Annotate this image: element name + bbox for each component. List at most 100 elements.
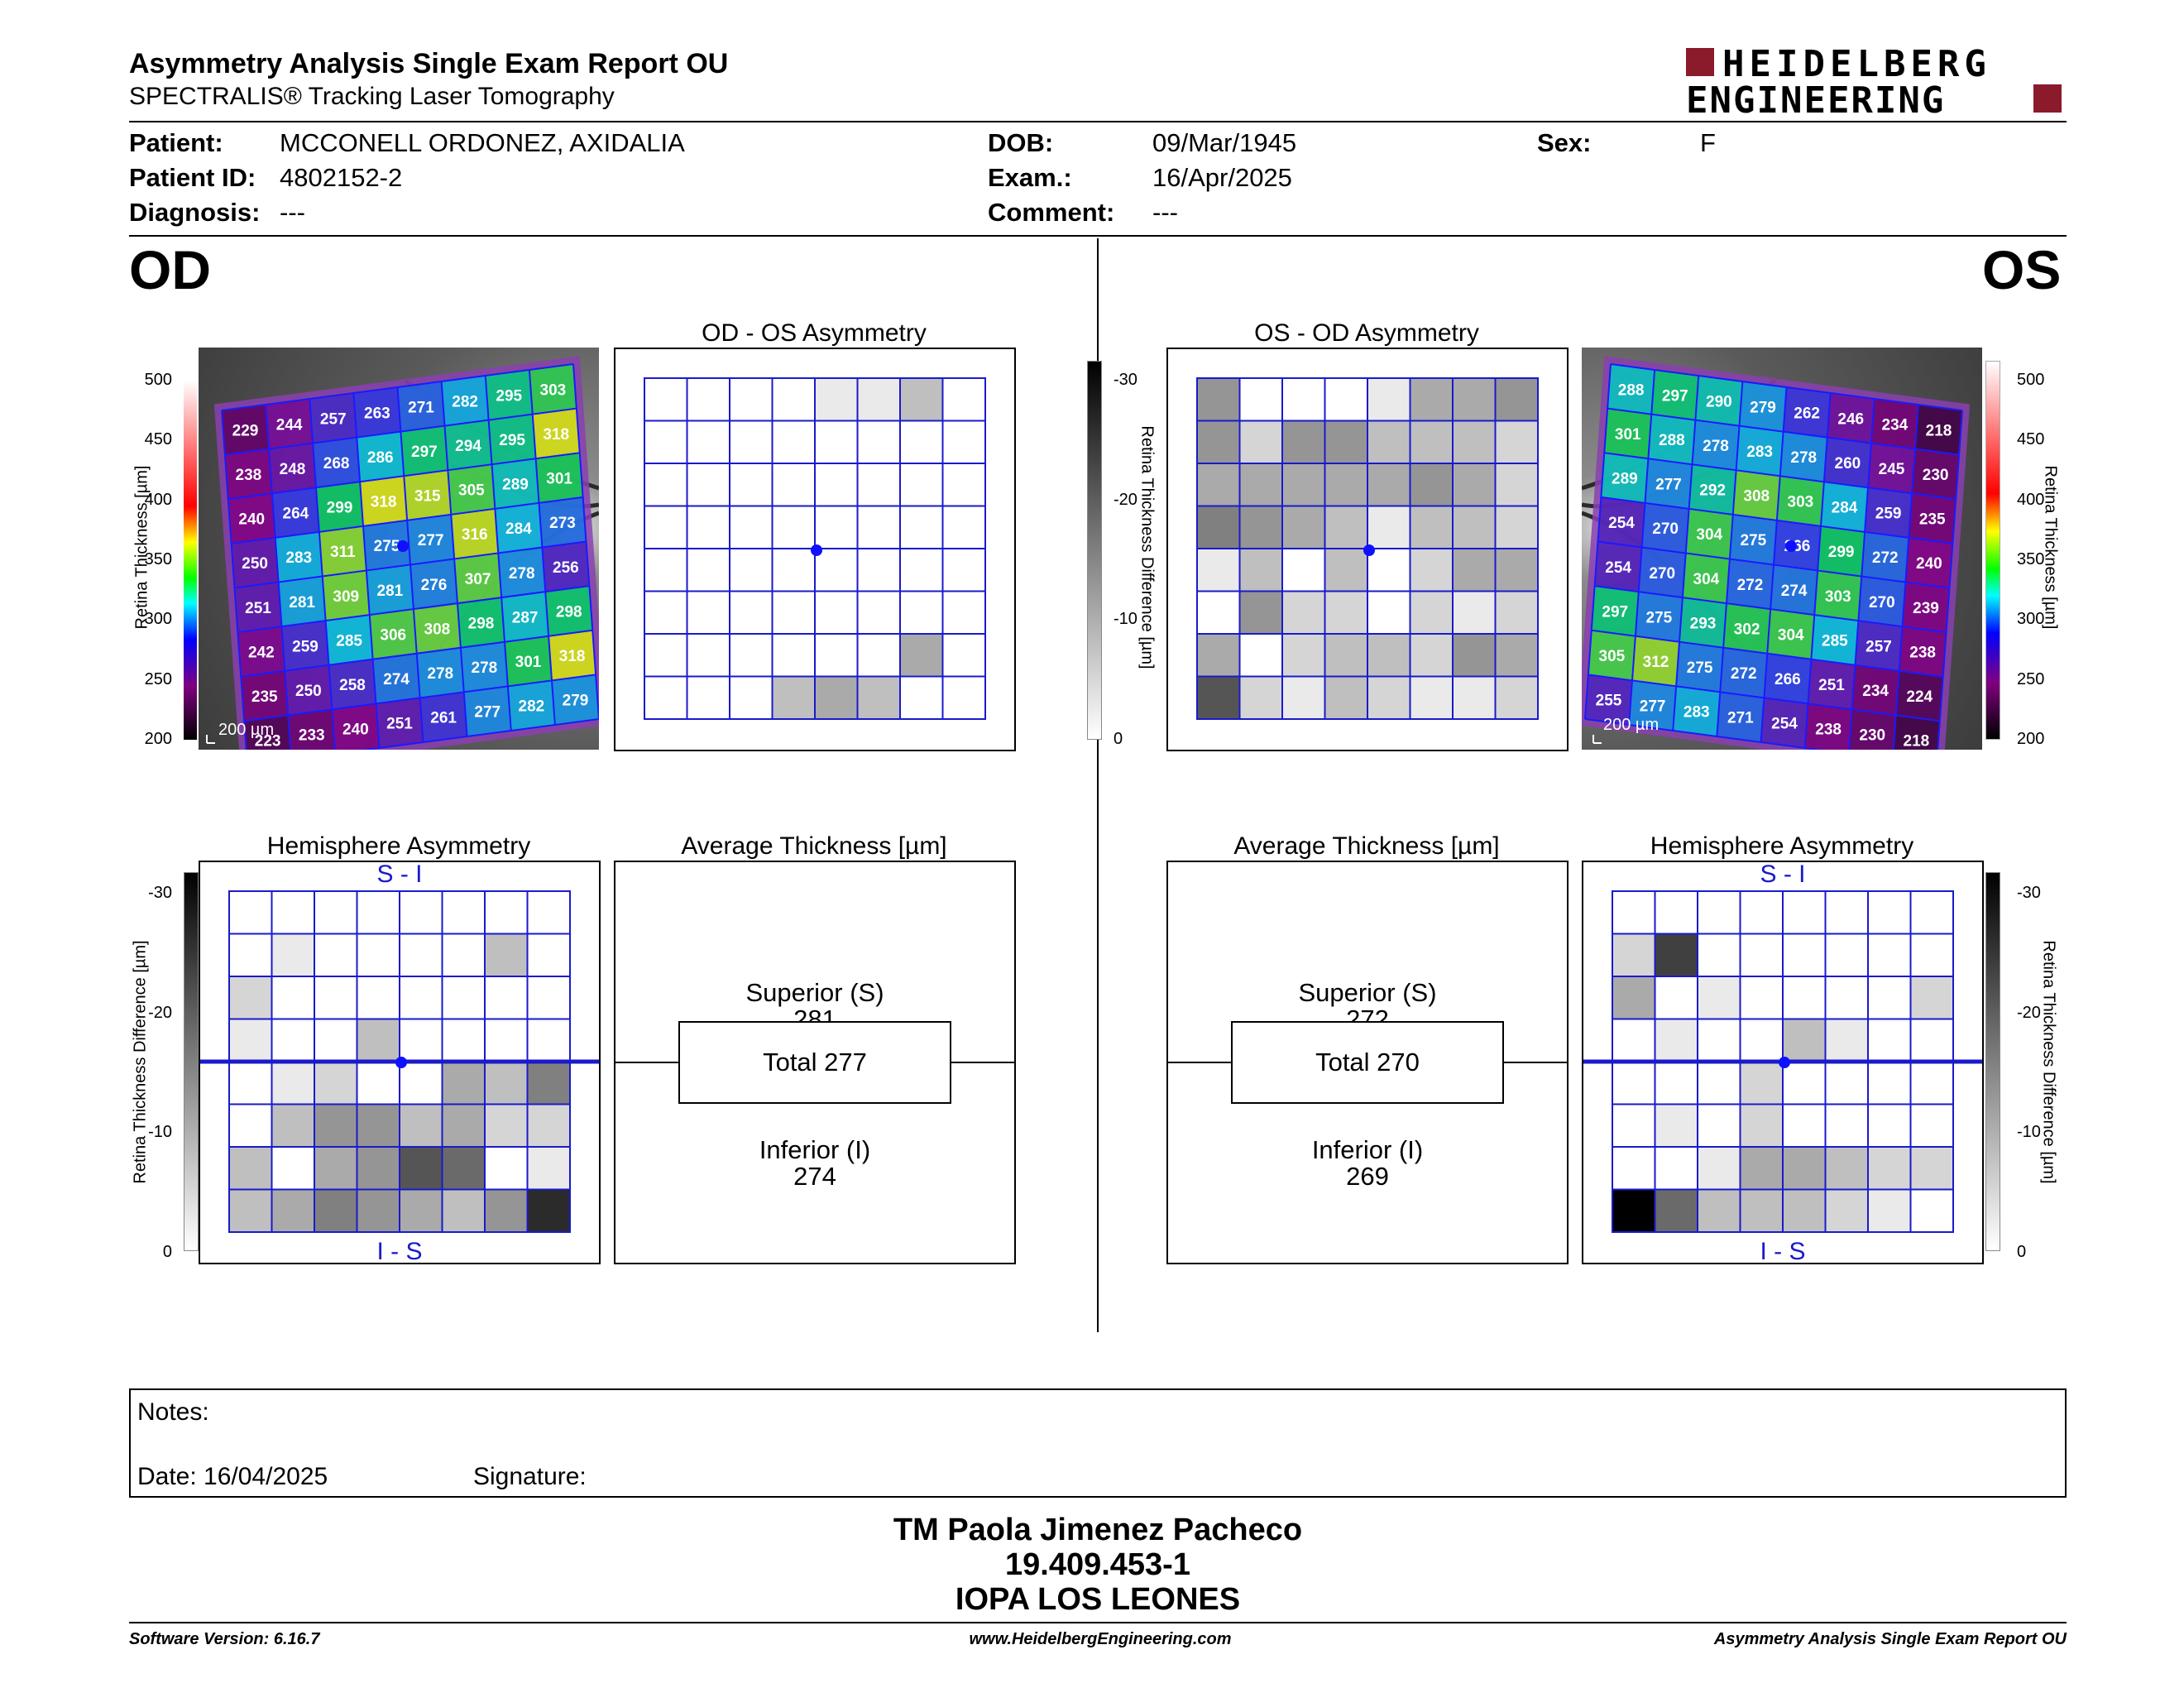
od-heat-cell [491,458,539,509]
od-thickness-value: 308 [424,621,451,638]
patient-id: 4802152-2 [280,163,403,192]
od-heat-cell [451,508,499,559]
os-hemi-center [1779,1057,1790,1068]
odHemi-cell [271,976,315,1020]
od-thickness-value: 311 [330,544,356,561]
os-heat-cell [1632,635,1679,687]
os-heat-cell [1635,592,1683,642]
od-hemi-cells [200,890,599,1233]
osHemi-cell [1612,1018,1656,1062]
odAsym-cell [686,420,730,464]
os-thickness-value: 272 [1731,665,1757,683]
odHemi-cell [228,1061,273,1105]
osHemi-cell [1654,1061,1698,1105]
os-grid-line-h [1591,629,1943,678]
osAsym-cell [1281,675,1326,720]
odAsym-cell [729,675,774,720]
os-thickness-value: 218 [1904,733,1930,750]
osHemi-cell [1824,890,1869,935]
os-heat-cell [1767,609,1815,659]
od-thickness-value: 268 [323,455,350,472]
od-heat-cell [241,670,289,722]
os-heat-cell [1688,464,1736,515]
os-thickness-axis-label: Retina Thickness [µm] [2041,465,2060,630]
osHemi-cell [1697,890,1741,935]
os-thickness-value: 308 [1743,488,1770,506]
od-heat-cell [413,603,461,654]
dob-value: 09/Mar/1945 [1152,128,1297,157]
os-thickness-value: 239 [1913,600,1939,617]
od-thickness-value: 301 [515,654,542,671]
tick-label: -30 [148,884,172,902]
odAsym-cell [729,633,774,678]
odHemi-cell [484,1103,529,1148]
logo-square-bottom [2033,84,2062,113]
osHemi-cell [1739,1103,1784,1148]
odHemi-cell [314,933,358,977]
osHemi-cell [1867,890,1912,935]
od-heat-cell [376,698,424,748]
od-heat-cell [369,609,417,659]
odAsym-cell [814,377,859,422]
od-inferior-label: Inferior (I) [759,1135,871,1164]
os-thickness-value: 230 [1859,727,1885,745]
os-thickness-value: 274 [1781,583,1808,600]
od-hemi-title: Hemisphere Asymmetry [266,832,531,860]
os-thickness-value: 283 [1684,704,1710,722]
tick-label: -10 [1114,610,1138,629]
osHemi-cell [1867,1061,1912,1105]
osHemi-cell [1909,890,1954,935]
footer-divider [129,1622,2067,1623]
odHemi-cell [526,933,571,977]
od-thickness-map: 229 244 257 263 271 282 295 303 238 248 268 286 297 2… [199,348,599,750]
os-thickness-value: 290 [1706,393,1732,410]
od-heat-cell [457,597,505,648]
od-heatmap [213,356,599,750]
os-thickness-value: 224 [1906,688,1933,706]
od-thickness-value: 282 [452,393,478,410]
osAsym-cell [1238,590,1283,635]
os-heat-cell [1804,703,1852,750]
odAsym-cell [899,633,944,678]
odAsym-cell [814,590,859,635]
od-thickness-value: 278 [472,659,498,677]
od-heat-cell [397,381,445,432]
odAsym-cell [814,548,859,592]
os-thickness-value: 292 [1699,482,1726,500]
od-thickness-value: 223 [255,733,281,750]
device-name: SPECTRALIS® Tracking Laser Tomography [129,83,615,110]
odAsym-cell [771,505,816,549]
os-thickness-value: 304 [1693,571,1720,588]
odAsym-cell [899,548,944,592]
odAsym-cell [899,463,944,507]
odAsym-cell [644,590,688,635]
odAsym-cell [856,633,901,678]
odHemi-cell [441,933,486,977]
od-thickness-value: 315 [414,488,441,506]
notes-box[interactable]: Notes: Date: 16/04/2025 Signature: [129,1388,2067,1498]
od-grid-lines [221,363,599,750]
osAsym-cell [1367,420,1411,464]
od-avg-panel: Superior (S) 281 Total 277 Inferior (I) … [614,861,1016,1264]
os-heat-cell [1909,493,1956,544]
od-heat-cell [407,514,455,565]
osHemi-cell [1782,976,1827,1020]
footer-software: Software Version: 6.16.7 [129,1630,320,1648]
footer-website[interactable]: www.HeidelbergEngineering.com [969,1630,1232,1648]
center-divider [1097,238,1099,1332]
od-thickness-value: 295 [499,432,525,449]
odHemi-cell [356,1103,400,1148]
odHemi-cell [484,1146,529,1191]
od-thickness-value: 242 [248,644,275,661]
osHemi-cell [1654,1018,1698,1062]
osHemi-cell [1824,1018,1869,1062]
os-thickness-value: 277 [1655,477,1682,494]
os-heat-cell [1673,686,1721,736]
osAsym-cell [1196,590,1241,635]
os-hemi-axis-label: Retina Thickness Difference [µm] [2039,940,2058,1184]
odAsym-cell [899,377,944,422]
od-thickness-value: 278 [509,565,535,583]
asym-diff-colorbar [1087,361,1102,740]
od-thickness-value: 238 [236,467,262,484]
os-heat-cell [1827,393,1875,444]
